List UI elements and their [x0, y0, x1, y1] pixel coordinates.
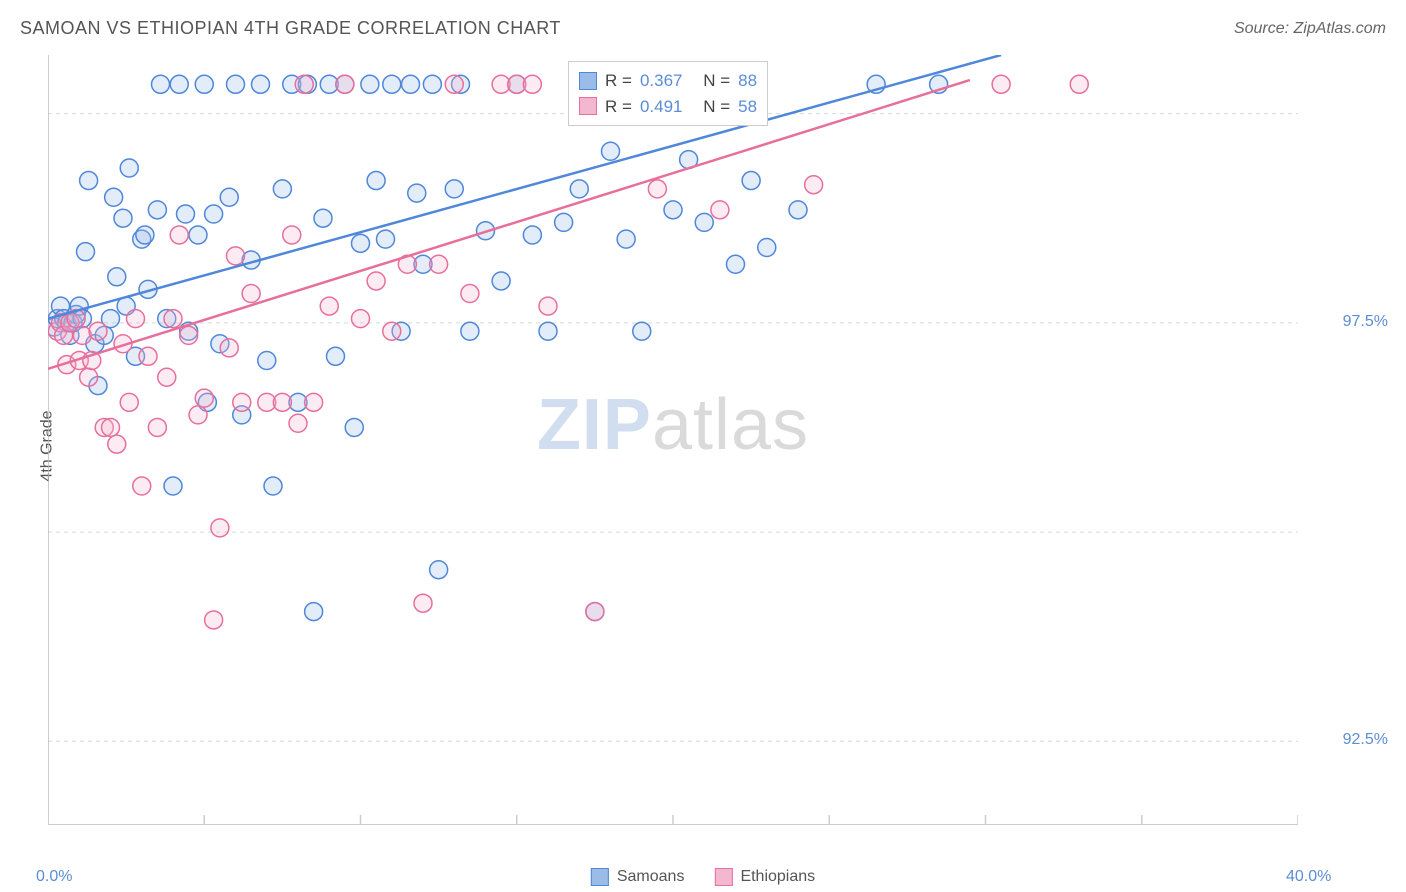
- correlation-legend: R = 0.367 N = 88 R = 0.491 N = 58: [568, 61, 768, 126]
- y-tick-label: 92.5%: [1343, 731, 1388, 749]
- legend-item-samoans: Samoans: [591, 868, 685, 886]
- n-value-ethiopians: 58: [738, 94, 757, 120]
- legend-row-ethiopians: R = 0.491 N = 58: [579, 94, 757, 120]
- legend-label-ethiopians: Ethiopians: [740, 868, 815, 886]
- r-label: R =: [605, 68, 632, 94]
- chart-area: ZIPatlas R = 0.367 N = 88 R = 0.491 N = …: [48, 55, 1298, 825]
- n-label: N =: [703, 94, 730, 120]
- series-legend: Samoans Ethiopians: [591, 868, 815, 886]
- legend-swatch-ethiopians: [579, 97, 597, 115]
- r-value-samoans: 0.367: [640, 68, 683, 94]
- legend-item-ethiopians: Ethiopians: [714, 868, 815, 886]
- y-tick-label: 97.5%: [1343, 313, 1388, 331]
- legend-label-samoans: Samoans: [617, 868, 685, 886]
- x-tick-label: 0.0%: [36, 868, 72, 886]
- x-tick-label: 40.0%: [1286, 868, 1331, 886]
- legend-row-samoans: R = 0.367 N = 88: [579, 68, 757, 94]
- n-value-samoans: 88: [738, 68, 757, 94]
- legend-swatch-samoans: [579, 72, 597, 90]
- r-label: R =: [605, 94, 632, 120]
- chart-source: Source: ZipAtlas.com: [1234, 20, 1386, 38]
- chart-header: SAMOAN VS ETHIOPIAN 4TH GRADE CORRELATIO…: [20, 18, 1386, 39]
- legend-swatch-icon: [591, 868, 609, 886]
- legend-swatch-icon: [714, 868, 732, 886]
- r-value-ethiopians: 0.491: [640, 94, 683, 120]
- n-label: N =: [703, 68, 730, 94]
- scatter-plot-svg: [48, 55, 1298, 825]
- chart-title: SAMOAN VS ETHIOPIAN 4TH GRADE CORRELATIO…: [20, 18, 561, 39]
